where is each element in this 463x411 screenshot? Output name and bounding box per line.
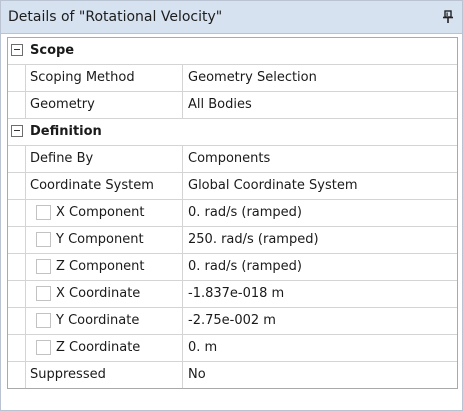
details-title: Details of "Rotational Velocity" [8,9,223,25]
property-row-coordinate-system[interactable]: Coordinate System Global Coordinate Syst… [8,173,457,200]
property-name: Z Component [56,259,145,274]
parameter-checkbox[interactable] [36,286,51,301]
collapse-icon[interactable] [11,44,23,56]
property-name: Y Coordinate [56,313,140,328]
group-label: Definition [30,124,102,139]
property-name: Coordinate System [30,178,154,193]
parameter-checkbox[interactable] [36,313,51,328]
property-name: Define By [30,151,94,166]
property-name: Geometry [30,97,95,112]
group-scope[interactable]: Scope [8,38,457,65]
property-name: Z Coordinate [56,340,141,355]
property-row-scoping-method[interactable]: Scoping Method Geometry Selection [8,65,457,92]
property-value[interactable]: 0. rad/s (ramped) [188,259,303,274]
property-row-z-coordinate[interactable]: Z Coordinate 0. m [8,335,457,362]
property-name: Scoping Method [30,70,135,85]
parameter-checkbox[interactable] [36,205,51,220]
property-value[interactable]: Global Coordinate System [188,178,358,193]
property-value[interactable]: Components [188,151,271,166]
property-row-y-component[interactable]: Y Component 250. rad/s (ramped) [8,227,457,254]
group-definition[interactable]: Definition [8,119,457,146]
property-value[interactable]: 0. m [188,340,218,355]
pin-icon[interactable] [441,10,455,24]
property-row-x-component[interactable]: X Component 0. rad/s (ramped) [8,200,457,227]
property-value[interactable]: -1.837e-018 m [188,286,285,301]
property-name: Suppressed [30,367,106,382]
details-property-grid: Scope Scoping Method Geometry Selection … [7,37,458,389]
collapse-icon[interactable] [11,125,23,137]
parameter-checkbox[interactable] [36,259,51,274]
property-row-z-component[interactable]: Z Component 0. rad/s (ramped) [8,254,457,281]
property-value[interactable]: 250. rad/s (ramped) [188,232,319,247]
property-value[interactable]: -2.75e-002 m [188,313,276,328]
property-name: Y Component [56,232,144,247]
property-value[interactable]: 0. rad/s (ramped) [188,205,303,220]
parameter-checkbox[interactable] [36,232,51,247]
property-value[interactable]: All Bodies [188,97,252,112]
property-name: X Coordinate [56,286,141,301]
group-label: Scope [30,43,75,58]
property-row-x-coordinate[interactable]: X Coordinate -1.837e-018 m [8,281,457,308]
property-row-geometry[interactable]: Geometry All Bodies [8,92,457,119]
property-value[interactable]: Geometry Selection [188,70,317,85]
details-titlebar: Details of "Rotational Velocity" [1,1,462,34]
property-name: X Component [56,205,145,220]
property-value[interactable]: No [188,367,206,382]
property-row-y-coordinate[interactable]: Y Coordinate -2.75e-002 m [8,308,457,335]
property-row-define-by[interactable]: Define By Components [8,146,457,173]
property-row-suppressed[interactable]: Suppressed No [8,362,457,389]
parameter-checkbox[interactable] [36,340,51,355]
